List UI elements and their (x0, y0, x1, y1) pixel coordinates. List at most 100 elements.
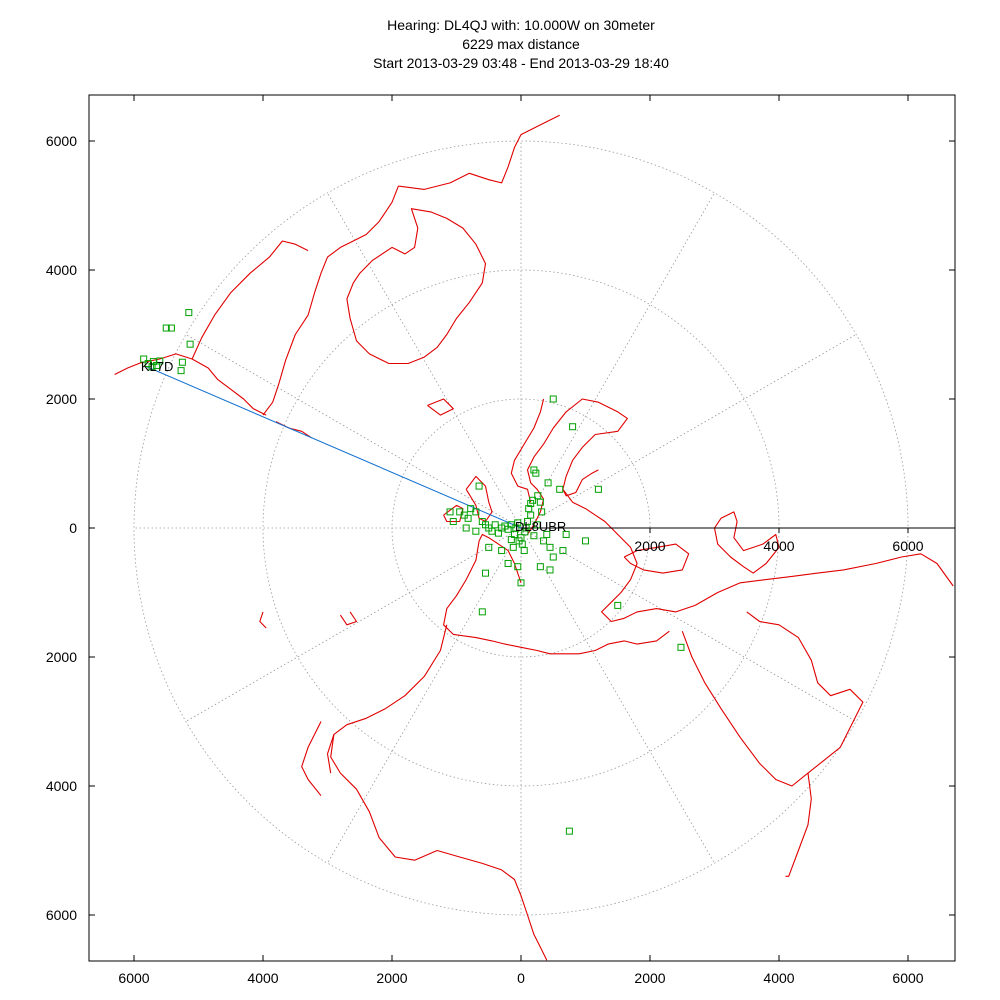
x-tick-label: 2000 (634, 970, 665, 986)
spot-marker[interactable] (543, 530, 551, 538)
coastline (713, 511, 780, 574)
bearing-line (327, 527, 522, 864)
coastline (262, 185, 399, 416)
coastline (443, 540, 670, 655)
spot-marker[interactable] (482, 569, 490, 577)
bearing-line (520, 334, 857, 529)
x-tick-label: 0 (517, 970, 525, 986)
home-station-label: DL8UBR (515, 519, 566, 534)
coastline (114, 353, 267, 416)
spot-marker[interactable] (498, 547, 506, 555)
spot-marker[interactable] (569, 423, 577, 431)
spot-marker[interactable] (582, 537, 589, 545)
spot-marker[interactable] (509, 543, 517, 551)
spot-marker[interactable] (520, 547, 528, 555)
spot-marker[interactable] (549, 395, 557, 403)
spot-marker[interactable] (449, 518, 457, 526)
x-tick-label: 6000 (118, 970, 149, 986)
spot-marker[interactable] (529, 496, 537, 504)
spot-marker[interactable] (167, 324, 175, 332)
bearing-line (327, 192, 522, 529)
x-tick-label: 6000 (892, 970, 923, 986)
y-tick-label: 4000 (46, 778, 77, 794)
coastline (694, 553, 954, 606)
path-layer (146, 366, 522, 529)
spot-marker[interactable] (472, 527, 480, 535)
coastline (330, 624, 548, 961)
spot-marker[interactable] (565, 827, 573, 835)
coastline-layer (114, 114, 954, 961)
coastline (339, 611, 358, 626)
spot-marker[interactable] (556, 485, 564, 493)
spot-marker[interactable] (177, 367, 185, 375)
spot-marker[interactable] (544, 479, 552, 487)
spot-layer (140, 309, 685, 835)
coastline (623, 543, 690, 574)
spot-marker[interactable] (514, 563, 522, 571)
spot-marker[interactable] (536, 563, 544, 571)
y-tick-label: 2000 (46, 649, 77, 665)
inner-x-tick-label: 6000 (892, 538, 923, 554)
x-tick-label: 4000 (763, 970, 794, 986)
coastline (562, 488, 696, 623)
spot-marker[interactable] (677, 643, 685, 651)
spot-marker[interactable] (478, 608, 486, 616)
spot-marker[interactable] (148, 363, 156, 371)
x-tick-label: 2000 (376, 970, 407, 986)
inner-x-tick-label: 4000 (763, 538, 794, 554)
coastline (681, 611, 864, 787)
spot-marker[interactable] (485, 543, 493, 551)
spot-marker[interactable] (562, 530, 570, 538)
spot-marker[interactable] (533, 521, 541, 529)
spot-marker[interactable] (614, 601, 622, 609)
spot-marker[interactable] (546, 543, 554, 551)
coastline (526, 398, 628, 535)
spot-marker[interactable] (536, 498, 544, 506)
spot-marker[interactable] (472, 508, 480, 516)
y-tick-label: 6000 (46, 133, 77, 149)
label-layer: DL8UBR KL7D (141, 359, 566, 534)
spot-marker[interactable] (530, 532, 538, 540)
spot-marker[interactable] (178, 358, 186, 366)
spot-marker[interactable] (540, 537, 548, 545)
spot-marker[interactable] (532, 469, 540, 477)
y-tick-label: 0 (69, 520, 77, 536)
spot-marker[interactable] (475, 482, 483, 490)
spot-marker[interactable] (559, 547, 567, 555)
spot-marker[interactable] (446, 508, 454, 516)
spot-marker[interactable] (162, 324, 170, 332)
spot-marker[interactable] (512, 524, 520, 532)
coastline (785, 773, 812, 877)
spot-marker[interactable] (186, 340, 194, 348)
spot-marker[interactable] (538, 508, 546, 516)
spot-marker[interactable] (504, 559, 512, 567)
title-line-1: Hearing: DL4QJ with: 10.000W on 30meter (387, 17, 655, 33)
spot-marker[interactable] (546, 566, 554, 574)
spot-marker[interactable] (491, 521, 499, 529)
spot-marker[interactable] (140, 355, 148, 363)
coastline (510, 398, 545, 503)
y-tick-label: 6000 (46, 907, 77, 923)
coastline (301, 721, 322, 797)
spot-marker[interactable] (594, 485, 602, 493)
spot-marker[interactable] (507, 536, 515, 544)
spot-marker[interactable] (549, 553, 557, 561)
coastline (326, 734, 335, 774)
spot-marker[interactable] (156, 357, 164, 365)
spot-marker[interactable] (517, 579, 525, 587)
bearing-line (520, 527, 715, 864)
far-station-label: KL7D (141, 359, 174, 374)
tick-layer: 6000 4000 2000 0 2000 4000 6000 6000 4000 2000 0 20… (46, 95, 955, 986)
spot-marker[interactable] (464, 514, 472, 522)
spot-marker[interactable] (462, 524, 470, 532)
spot-marker[interactable] (185, 309, 193, 317)
coastline (398, 114, 560, 190)
spot-marker[interactable] (521, 528, 529, 536)
spot-marker[interactable] (527, 511, 535, 519)
spot-marker[interactable] (514, 519, 522, 527)
y-tick-label: 4000 (46, 262, 77, 278)
x-tick-label: 4000 (247, 970, 278, 986)
y-tick-label: 2000 (46, 391, 77, 407)
bearing-line (185, 527, 522, 722)
